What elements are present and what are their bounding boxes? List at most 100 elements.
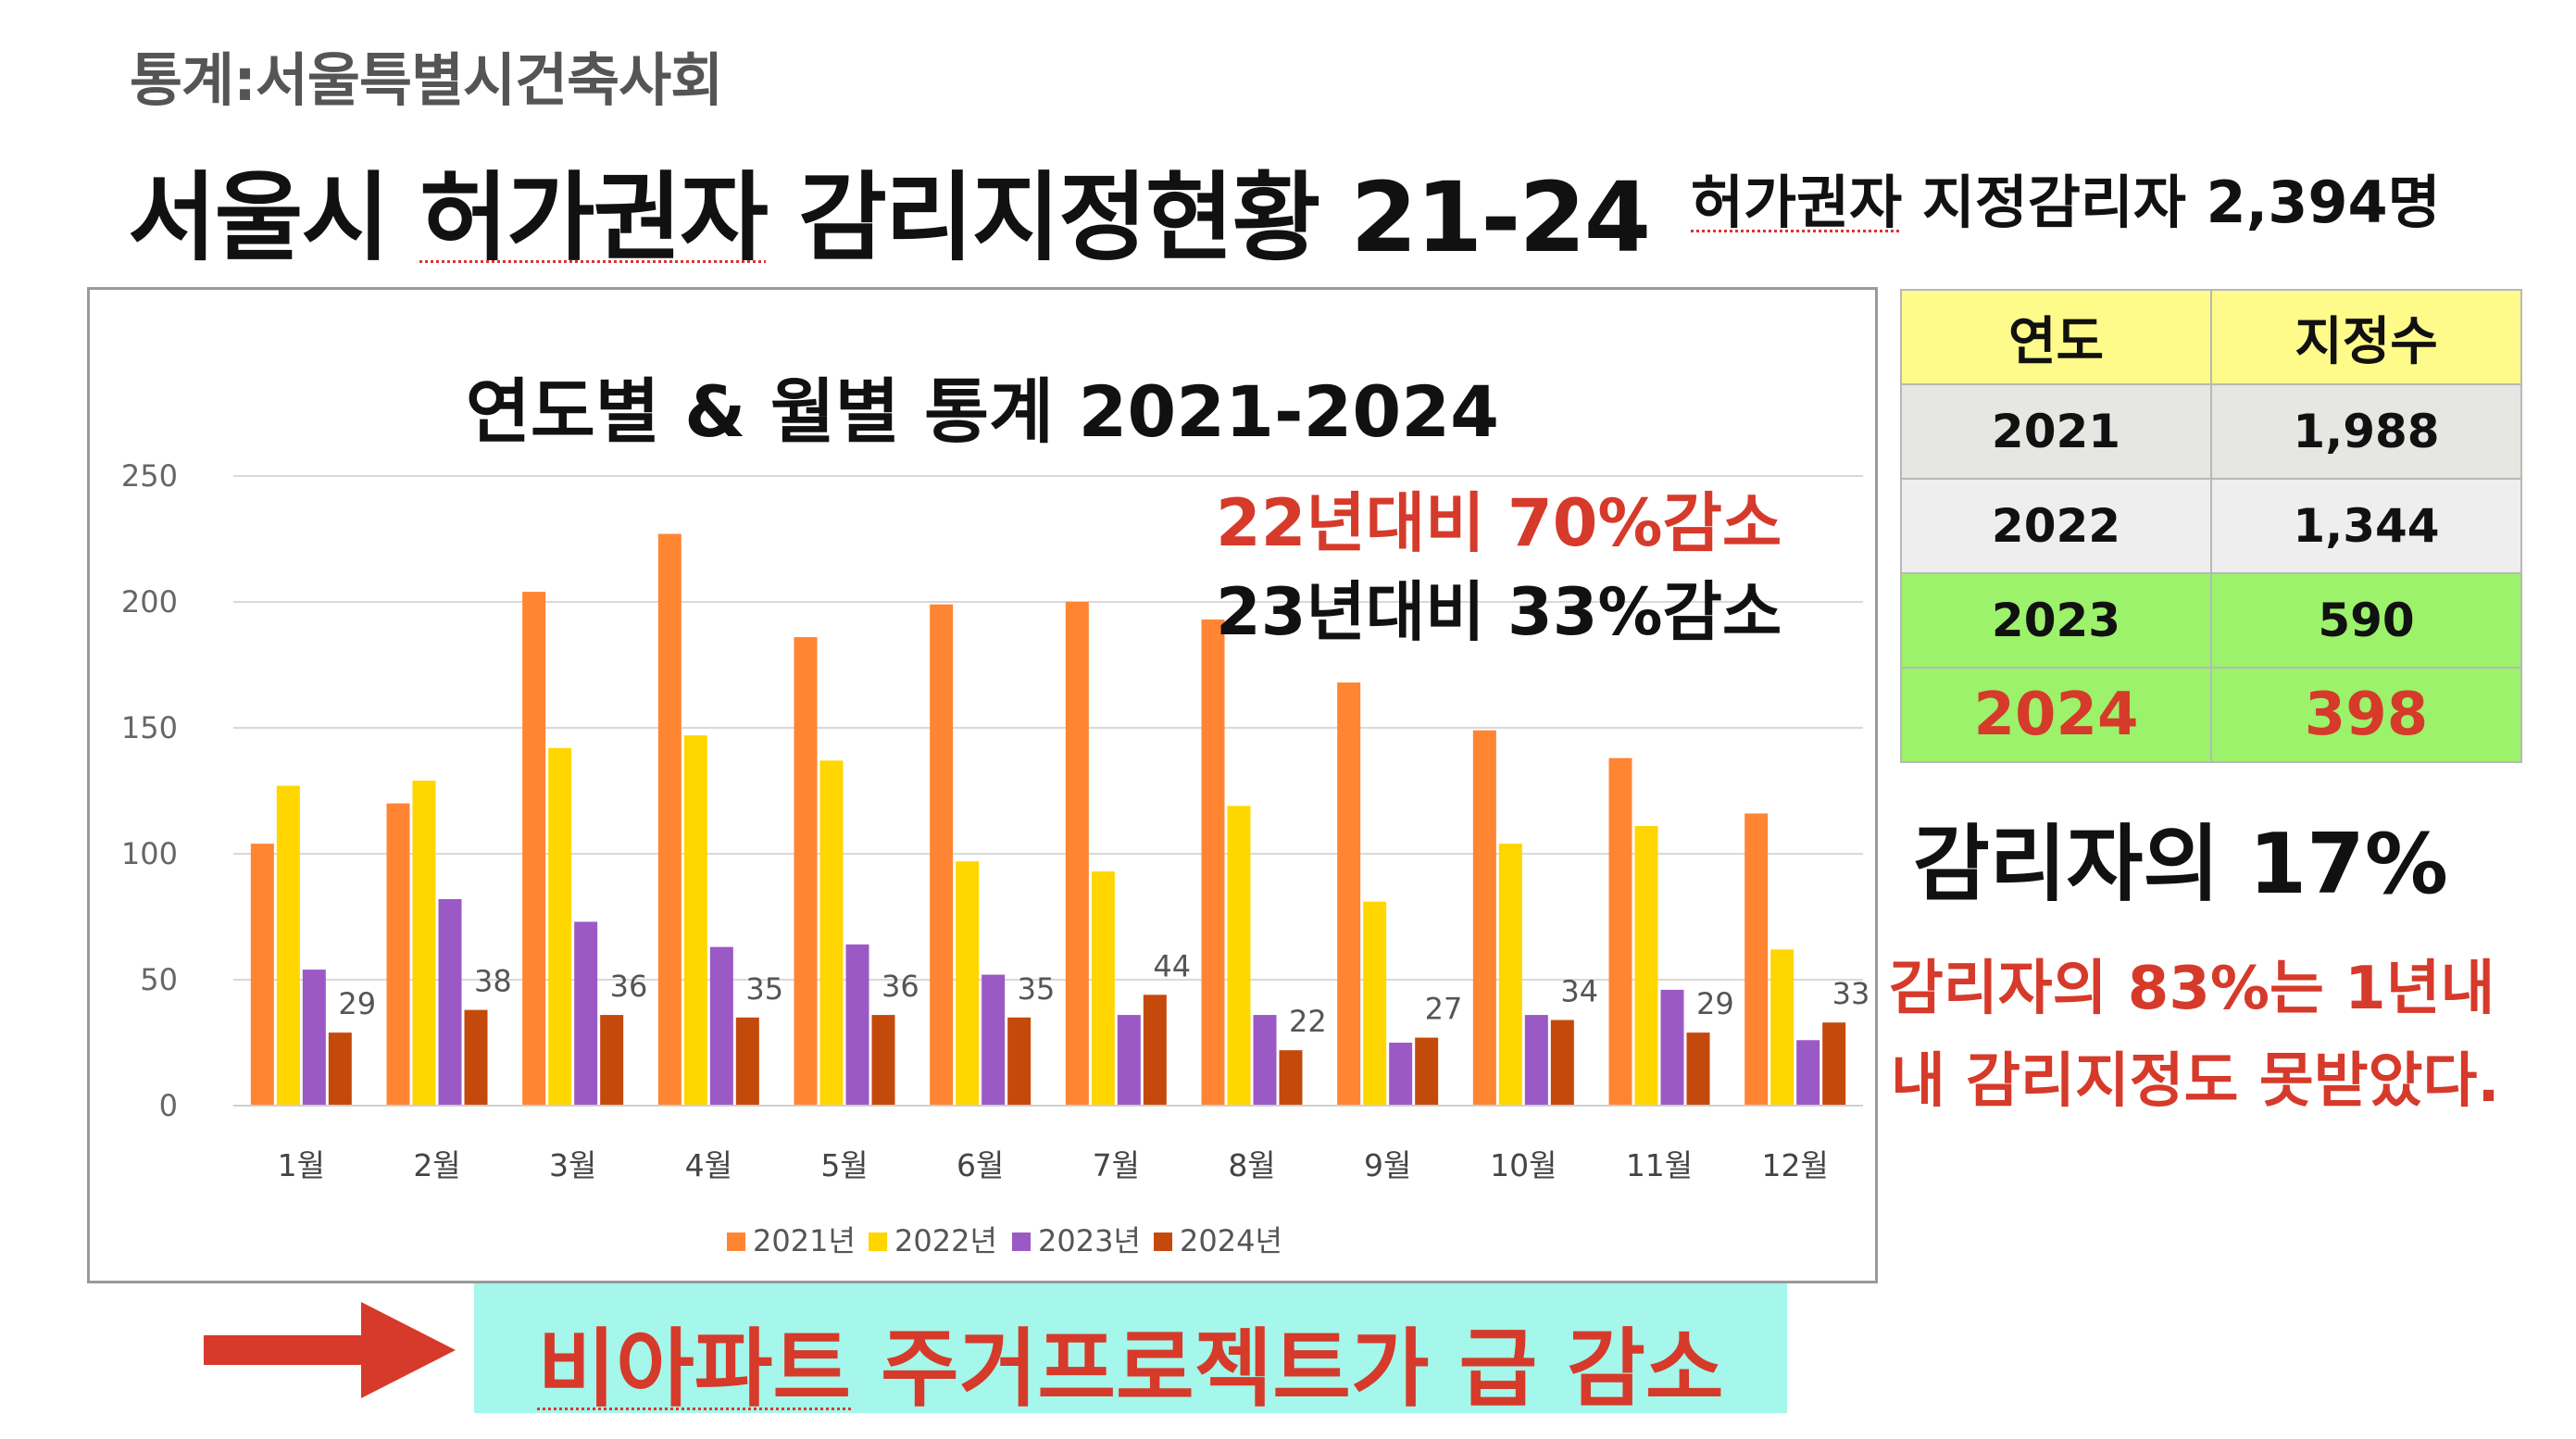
bar: [709, 946, 733, 1106]
legend-entry: 2024년: [1180, 1223, 1282, 1258]
bar: [328, 1032, 352, 1106]
x-tick-label: 3월: [549, 1147, 596, 1183]
source-label: 통계:서울특별시건축사회: [130, 46, 723, 114]
table-row: 2024 398: [1900, 667, 2522, 763]
table-cell-count: 1,344: [2210, 478, 2522, 574]
table-cell-count: 398: [2210, 667, 2522, 763]
table-cell-year: 2021: [1900, 383, 2212, 480]
bar: [1744, 813, 1769, 1106]
data-label: 33: [1832, 976, 1870, 1011]
note-line-2: 내 감리지정도 못받았다.: [1891, 1047, 2500, 1116]
banner-text: 비아파트 주거프로젝트가 급 감소: [474, 1300, 1787, 1423]
total-supervisors-label: 허가권자 지정감리자 2,394명: [1691, 156, 2441, 239]
arrow-right-icon: [204, 1302, 456, 1398]
y-tick-label: 250: [121, 458, 178, 494]
data-label: 29: [338, 986, 376, 1021]
bar: [871, 1015, 895, 1106]
legend-swatch: [869, 1233, 887, 1251]
x-tick-label: 6월: [957, 1147, 1004, 1183]
x-tick-label: 11월: [1626, 1147, 1693, 1183]
table-cell-year: 2022: [1900, 478, 2212, 574]
bar: [794, 637, 818, 1106]
total-suffix: 지정감리자 2,394명: [1902, 169, 2441, 236]
data-label: 35: [1018, 971, 1056, 1007]
bar: [982, 974, 1006, 1106]
x-tick-label: 7월: [1093, 1147, 1140, 1183]
data-label: 22: [1289, 1004, 1327, 1039]
legend-swatch: [1012, 1233, 1031, 1251]
table-row: 2022 1,344: [1900, 478, 2522, 574]
bar: [1389, 1043, 1413, 1106]
bar: [386, 803, 410, 1106]
total-underlined-word: 허가권자: [1691, 169, 1903, 236]
bar: [1498, 844, 1522, 1106]
table-cell-year: 2023: [1900, 572, 2212, 669]
table-row: 2023 590: [1900, 572, 2522, 669]
data-label: 36: [882, 969, 919, 1004]
data-label: 44: [1153, 948, 1191, 983]
ratio-label: 감리자의 17%: [1913, 816, 2448, 913]
x-tick-label: 9월: [1364, 1147, 1411, 1183]
bar: [1796, 1040, 1820, 1106]
bar: [1472, 730, 1496, 1106]
y-tick-label: 0: [159, 1088, 178, 1123]
bar: [1415, 1037, 1439, 1106]
bar: [1091, 871, 1115, 1106]
table-cell-count: 1,988: [2210, 383, 2522, 480]
table-header-row: 연도 지정수: [1900, 289, 2522, 385]
bar: [1337, 682, 1361, 1106]
table-cell-year: 2024: [1900, 667, 2212, 763]
bar-chart: 0 50 100 150 200 250 29 1월 38 2월 36 3월 35 4월 36 5월 35 6월 4…: [121, 458, 1870, 1258]
bar: [276, 785, 300, 1106]
bar: [600, 1015, 624, 1106]
data-label: 35: [745, 971, 783, 1007]
y-tick-label: 50: [140, 962, 178, 997]
x-tick-label: 1월: [278, 1147, 325, 1183]
x-tick-label: 5월: [820, 1147, 868, 1183]
bar: [956, 861, 980, 1106]
chart-title: 연도별 & 월별 통계 2021-2024: [465, 370, 1500, 453]
bar: [1117, 1015, 1141, 1106]
bar: [438, 898, 462, 1106]
table-cell-count: 590: [2210, 572, 2522, 669]
bar: [1227, 806, 1251, 1106]
bar: [1253, 1015, 1277, 1106]
data-label: 36: [610, 969, 648, 1004]
page-title: 서울시 허가권자 감리지정현황 21-24: [128, 139, 1651, 279]
x-tick-label: 12월: [1761, 1147, 1828, 1183]
x-tick-label: 2월: [413, 1147, 460, 1183]
bar: [250, 844, 274, 1106]
bar: [412, 781, 436, 1106]
data-label: 34: [1560, 974, 1598, 1009]
x-tick-label: 8월: [1228, 1147, 1275, 1183]
bar: [302, 970, 326, 1106]
banner-underlined-word: 비아파트: [537, 1320, 852, 1419]
y-tick-label: 150: [121, 710, 178, 745]
title-underlined-word: 허가권자: [419, 161, 769, 274]
bar: [1363, 901, 1387, 1106]
table-row: 2021 1,988: [1900, 383, 2522, 480]
data-label: 38: [474, 964, 512, 999]
x-tick-label: 10월: [1490, 1147, 1557, 1183]
legend-entry: 2021년: [753, 1223, 856, 1258]
banner-rest: 주거프로젝트가 급 감소: [851, 1320, 1724, 1419]
summary-banner: 비아파트 주거프로젝트가 급 감소: [474, 1283, 1787, 1419]
annotation-vs-2022: 22년대비 70%감소: [1216, 485, 1782, 561]
table-header-year: 연도: [1900, 289, 2212, 385]
bar: [1634, 826, 1658, 1106]
note-line-1: 감리자의 83%는 1년내: [1889, 955, 2495, 1023]
bar: [1660, 989, 1684, 1106]
bar: [464, 1009, 488, 1106]
table-header-count: 지정수: [2210, 289, 2522, 385]
bar: [657, 533, 682, 1106]
chart-panel: 0 50 100 150 200 250 29 1월 38 2월 36 3월 35 4월 36 5월 35 6월 4…: [87, 287, 1878, 1283]
title-prefix: 서울시: [128, 161, 420, 274]
bar: [1822, 1022, 1846, 1106]
x-tick-label: 4월: [685, 1147, 732, 1183]
legend-swatch: [727, 1233, 745, 1251]
bar: [1279, 1050, 1303, 1106]
bar: [819, 760, 844, 1106]
legend-entry: 2022년: [894, 1223, 997, 1258]
bar: [574, 921, 598, 1106]
bar: [1770, 949, 1794, 1106]
